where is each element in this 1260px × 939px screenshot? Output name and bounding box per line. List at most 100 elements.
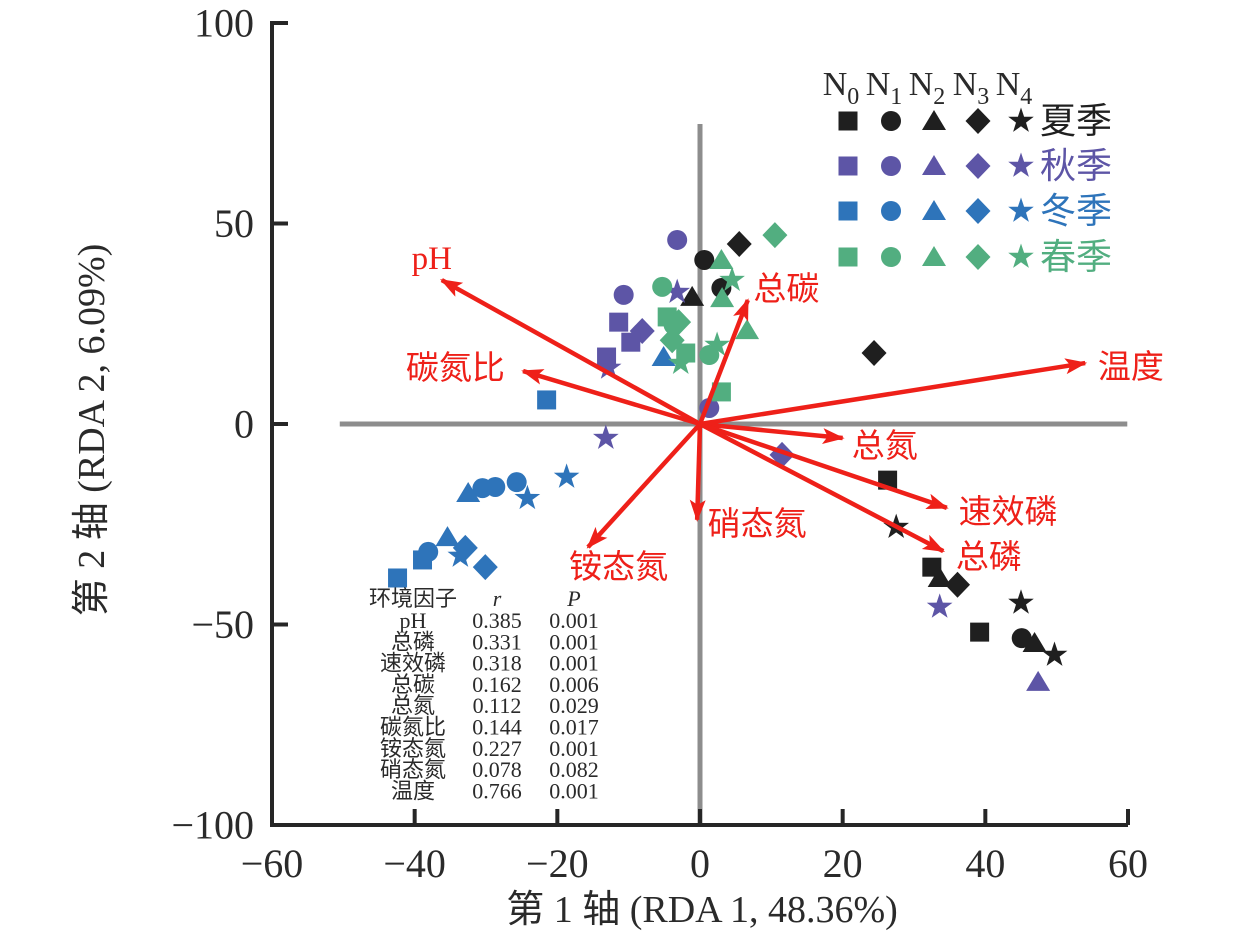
- env-arrow-label: 总磷: [956, 539, 1022, 576]
- table-cell: 0.331: [472, 629, 522, 654]
- env-arrow-label: pH: [412, 241, 452, 277]
- env-arrow-label: 温度: [1098, 349, 1164, 386]
- legend-season-label: 夏季: [1040, 101, 1112, 141]
- x-tick-label: 0: [690, 841, 710, 886]
- legend-marker: [1008, 152, 1034, 177]
- table-cell: 0.766: [472, 778, 522, 803]
- table-cell: pH: [400, 608, 427, 633]
- env-arrow-label: 硝态氮: [708, 506, 807, 543]
- y-tick-label: −100: [171, 803, 254, 848]
- table-cell: 硝态氮: [380, 757, 446, 782]
- data-point: [413, 550, 433, 570]
- table-cell: 0.227: [472, 736, 522, 761]
- legend-marker: [881, 247, 901, 267]
- axes: [270, 21, 1130, 827]
- legend-treatment-label: N0: [823, 66, 860, 110]
- table-cell: 温度: [391, 778, 435, 803]
- legend-marker: [922, 155, 946, 175]
- data-point: [680, 285, 705, 306]
- legend-marker: [838, 111, 858, 131]
- table-header: 环境因子: [369, 586, 457, 611]
- table-cell: 0.029: [549, 693, 599, 718]
- data-point: [726, 230, 752, 257]
- sample-points: [388, 222, 1068, 691]
- data-point: [711, 278, 732, 299]
- legend-marker: [922, 246, 946, 266]
- data-point: [1011, 628, 1032, 649]
- legend-marker: [965, 198, 991, 224]
- table-cell: 0.385: [472, 608, 522, 633]
- data-point: [861, 340, 887, 367]
- table-cell: 总磷: [391, 629, 435, 654]
- y-tick-label: 50: [214, 201, 254, 246]
- legend-marker: [1008, 243, 1034, 268]
- series-夏季: [680, 230, 1068, 666]
- data-point: [1041, 641, 1068, 666]
- data-point: [472, 554, 498, 581]
- legend-treatment-label: N4: [996, 66, 1033, 110]
- data-point: [667, 229, 688, 250]
- data-point: [472, 478, 493, 499]
- x-tick-label: 40: [965, 841, 1005, 886]
- env-arrow: [521, 368, 701, 427]
- env-arrow-label: 铵态氮: [569, 549, 668, 586]
- x-tick-label: −40: [383, 841, 446, 886]
- legend-marker: [838, 156, 858, 176]
- data-point: [388, 568, 408, 588]
- data-point: [621, 332, 641, 352]
- env-arrow-label: 碳氮比: [406, 350, 505, 387]
- env-arrow: [689, 423, 706, 522]
- legend-treatment-label: N2: [909, 66, 946, 110]
- crosshair-lines: [339, 124, 1128, 823]
- table-cell: 0.112: [473, 693, 522, 718]
- env-arrow: [698, 422, 946, 554]
- env-arrow-label: 总氮: [852, 428, 918, 465]
- data-point: [651, 346, 676, 367]
- env-arrow: [697, 298, 750, 425]
- env-arrow: [699, 421, 949, 510]
- env-arrow-label: 速效磷: [959, 494, 1058, 531]
- data-point: [762, 222, 788, 249]
- y-axis-title: 第 2 轴 (RDA 2, 6.09%): [71, 244, 113, 617]
- data-point: [514, 484, 541, 510]
- x-tick-label: −60: [241, 841, 304, 886]
- data-point: [735, 319, 760, 340]
- data-point: [704, 331, 730, 356]
- env-arrow-label: 总碳: [753, 271, 819, 308]
- series-春季: [652, 222, 788, 402]
- table-cell: 铵态氮: [380, 736, 446, 761]
- table-header: r: [493, 586, 502, 611]
- data-point: [663, 314, 684, 335]
- data-point: [613, 284, 634, 305]
- env-arrow: [699, 358, 1088, 427]
- data-point: [597, 347, 617, 367]
- data-point: [595, 354, 622, 379]
- data-point: [1008, 589, 1034, 614]
- data-point: [699, 345, 720, 366]
- legend-marker: [922, 200, 946, 220]
- table-cell: 0.082: [549, 757, 599, 782]
- x-tick-label: −20: [526, 841, 589, 886]
- data-point: [710, 287, 735, 308]
- data-point: [922, 557, 942, 577]
- table-cell: 0.001: [549, 778, 599, 803]
- x-tick-label: 20: [823, 841, 863, 886]
- table-cell: 0.006: [549, 672, 599, 697]
- legend-treatment-label: N3: [953, 66, 990, 110]
- table-cell: 总氮: [391, 693, 435, 718]
- table-cell: 碳氮比: [380, 715, 446, 740]
- legend-season-label: 秋季: [1040, 146, 1112, 186]
- legend-marker: [838, 201, 858, 221]
- table-cell: 0.318: [472, 651, 522, 676]
- legend-marker: [881, 111, 901, 131]
- data-point: [709, 248, 734, 269]
- data-point: [609, 312, 629, 332]
- data-point: [537, 390, 557, 410]
- tick-labels: −60 −40 −20 0 20 40 60 100 50 0 −50 −100: [171, 1, 1148, 887]
- data-point: [456, 481, 481, 502]
- table-cell: 0.001: [549, 736, 599, 761]
- data-point: [1022, 631, 1047, 652]
- table-cell: 0.144: [472, 715, 522, 740]
- data-point: [1026, 670, 1051, 691]
